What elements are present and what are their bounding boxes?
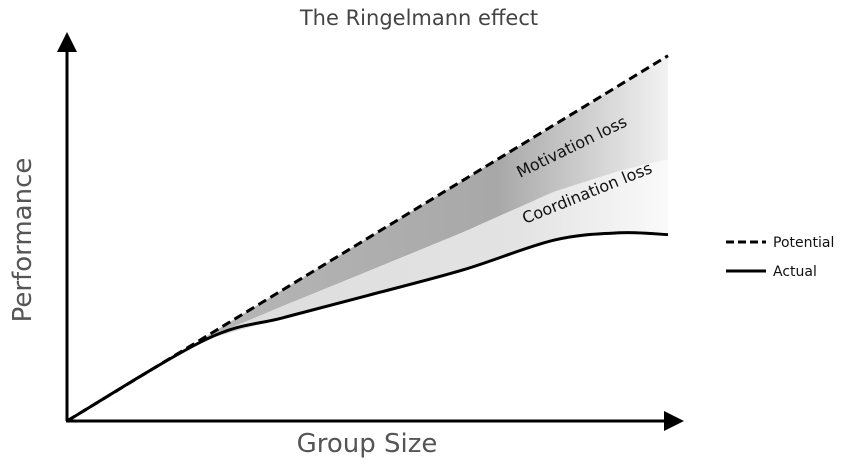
chart-title: The Ringelmann effect	[299, 6, 538, 30]
legend-item-potential: Potential	[726, 235, 834, 251]
legend-item-actual: Actual	[726, 264, 817, 280]
x-axis-label: Group Size	[297, 429, 438, 459]
legend: Potential Actual	[726, 235, 834, 280]
actual-line	[66, 231, 669, 423]
y-axis-label: Performance	[8, 158, 38, 323]
coordination-loss-band	[205, 159, 669, 340]
y-axis-arrow	[57, 32, 77, 52]
axes	[57, 32, 684, 431]
legend-label-potential: Potential	[773, 235, 834, 251]
legend-label-actual: Actual	[773, 264, 817, 280]
x-axis-arrow	[664, 411, 684, 431]
